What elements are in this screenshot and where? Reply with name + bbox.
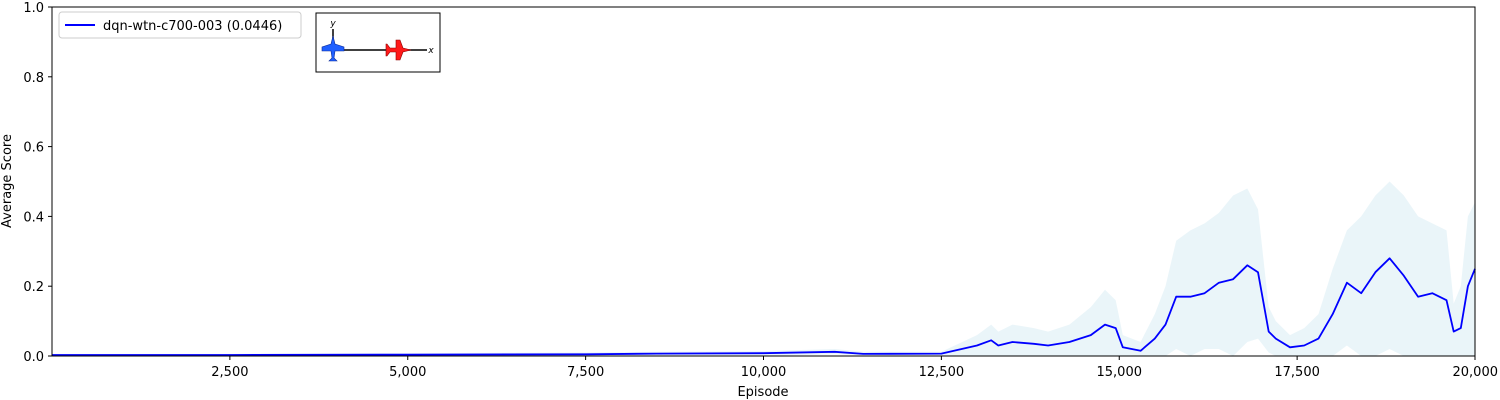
enemy-aircraft-icon (385, 39, 412, 61)
y-tick-label: 0.4 (23, 210, 44, 225)
x-tick-label: 20,000 (1453, 365, 1499, 380)
legend-box (58, 11, 302, 39)
inset-y-label: y (329, 19, 336, 29)
x-tick-label: 17,500 (1274, 365, 1320, 380)
confidence-band-layer (52, 181, 1475, 356)
x-tick-label: 10,000 (741, 365, 787, 380)
series-line-layer (52, 257, 1476, 356)
inset-frame (315, 12, 441, 73)
x-tick-label: 5,000 (389, 365, 426, 380)
x-axis-ticks: 2,500 5,000 7,500 10,000 12,500 15,000 17,500 2… (211, 356, 1498, 380)
x-tick-label: 2,500 (211, 365, 248, 380)
x-tick-label: 15,000 (1097, 365, 1143, 380)
y-tick-label: 1.0 (23, 1, 44, 16)
y-axis-label: Average Score (0, 134, 15, 228)
x-axis-label: Episode (737, 385, 788, 400)
legend: dqn-wtn-c700-003 (0.0446) (58, 11, 302, 39)
inset-x-label: x (427, 46, 434, 56)
friendly-aircraft-icon (321, 35, 345, 62)
series-0-confidence-band (52, 181, 1475, 356)
y-axis-ticks: 0.0 0.2 0.4 0.6 0.8 1.0 (23, 1, 52, 365)
x-tick-label: 7,500 (567, 365, 604, 380)
y-tick-label: 0.0 (23, 350, 44, 365)
y-tick-label: 0.6 (23, 141, 44, 156)
y-tick-label: 0.2 (23, 280, 44, 295)
legend-entry-label: dqn-wtn-c700-003 (0.0446) (103, 19, 282, 34)
x-tick-label: 12,500 (919, 365, 965, 380)
y-tick-label: 0.8 (23, 71, 44, 86)
series-0-line (52, 257, 1476, 356)
inset-diagram: y x (315, 12, 441, 73)
